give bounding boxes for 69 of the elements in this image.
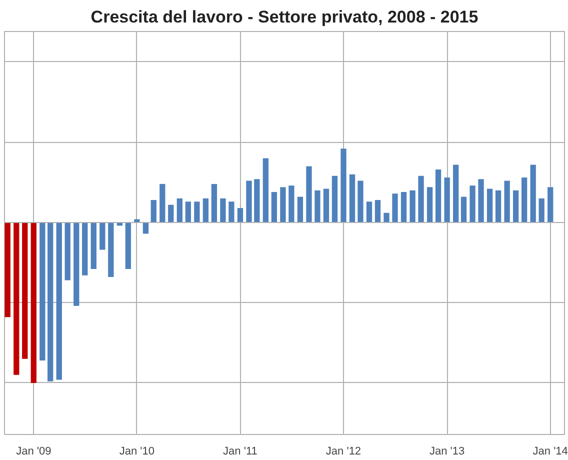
bar <box>470 186 476 222</box>
bar <box>228 202 234 222</box>
bar <box>168 204 174 222</box>
bar <box>349 174 356 222</box>
bar <box>30 222 36 383</box>
bar <box>74 222 80 306</box>
bar <box>435 170 442 222</box>
bar <box>48 222 54 382</box>
bar <box>160 184 166 222</box>
x-tick-label: Jan '10 <box>119 446 155 458</box>
bar <box>108 222 114 278</box>
bar <box>56 222 62 380</box>
chart-title: Crescita del lavoro - Settore privato, 2008 - 2015 <box>90 8 478 26</box>
bar <box>90 222 96 270</box>
bar <box>314 190 320 222</box>
bar <box>418 176 424 222</box>
bar <box>538 198 544 222</box>
bar <box>211 184 218 222</box>
bar <box>22 222 28 359</box>
bar <box>125 222 131 270</box>
bar <box>194 202 200 222</box>
bar <box>100 222 106 250</box>
bar <box>486 188 493 222</box>
bar <box>176 198 182 222</box>
bar <box>358 180 364 222</box>
bar <box>384 212 390 222</box>
bar <box>271 192 277 222</box>
bar <box>400 192 407 222</box>
x-tick-label: Jan '13 <box>430 446 465 458</box>
bar <box>288 186 294 222</box>
bar <box>254 179 260 222</box>
bar <box>444 178 450 222</box>
bar <box>453 164 459 222</box>
bar <box>202 198 209 222</box>
bar <box>297 196 304 222</box>
x-tick-label: Jan '09 <box>16 446 52 458</box>
bar <box>323 188 330 222</box>
bar <box>495 190 502 222</box>
bar <box>280 187 286 222</box>
bar <box>478 179 484 222</box>
bar <box>185 202 191 222</box>
bar <box>64 222 70 280</box>
bar <box>530 164 536 222</box>
bar <box>14 222 20 375</box>
bar <box>220 198 226 222</box>
bar <box>392 194 398 222</box>
bar <box>410 190 416 222</box>
bar <box>262 158 269 222</box>
bar <box>306 166 312 222</box>
bar <box>340 148 346 222</box>
bar <box>366 202 372 222</box>
x-tick-label: Jan '14 <box>532 446 568 458</box>
bar <box>82 222 88 276</box>
bar <box>4 222 10 318</box>
bar <box>521 178 528 222</box>
x-tick-label: Jan '12 <box>326 446 362 458</box>
bar <box>548 187 554 222</box>
bar <box>332 176 338 222</box>
x-tick-label: Jan '11 <box>223 446 258 458</box>
bar <box>504 180 510 222</box>
bar <box>237 208 244 222</box>
bar <box>40 222 46 360</box>
bar <box>513 190 519 222</box>
bar <box>460 196 467 222</box>
bar <box>142 222 149 234</box>
bar <box>374 200 381 222</box>
bar <box>150 200 156 222</box>
bar <box>246 180 252 222</box>
bar <box>426 187 433 222</box>
